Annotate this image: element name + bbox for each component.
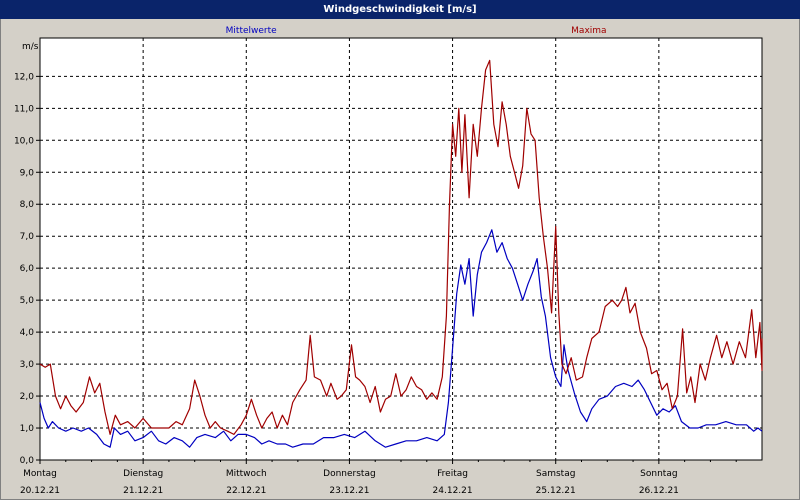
y-tick-label: 1,0	[20, 424, 35, 434]
x-tick-date: 26.12.21	[639, 486, 679, 496]
y-axis-ticks: 0,0 1,0 2,0 3,0 4,0 5,0 6,0 7,0 8,0 9,0 10,0 11,0 12…	[14, 72, 40, 466]
x-tick-day: Donnerstag	[323, 469, 376, 479]
x-tick-day: Montag	[23, 469, 57, 479]
y-tick-label: 2,0	[20, 392, 35, 402]
x-tick-day: Dienstag	[123, 469, 163, 479]
series-mittelwerte-line	[39, 229, 763, 448]
series-maxima-line	[39, 59, 763, 435]
plot-area	[39, 37, 763, 461]
chart-title: Windgeschwindigkeit [m/s]	[0, 0, 800, 19]
x-tick-date: 20.12.21	[20, 486, 60, 496]
y-tick-label: 0,0	[20, 456, 35, 466]
x-axis-ticks: Montag 20.12.21 Dienstag 21.12.21 Mittwoch 22…	[20, 460, 737, 496]
x-tick-date: 22.12.21	[226, 486, 266, 496]
y-tick-label: 6,0	[20, 264, 35, 274]
y-tick-label: 7,0	[20, 232, 35, 242]
legend-maxima: Maxima	[571, 26, 606, 36]
y-tick-label: 4,0	[20, 328, 35, 338]
x-tick-date: 23.12.21	[329, 486, 369, 496]
x-tick-day: Mittwoch	[226, 469, 267, 479]
x-tick-day: Samstag	[536, 469, 575, 479]
x-tick-date: 21.12.21	[123, 486, 163, 496]
x-tick-day: Sonntag	[640, 469, 677, 479]
y-axis-label: m/s	[22, 42, 39, 52]
y-tick-label: 5,0	[20, 296, 35, 306]
y-tick-label: 12,0	[14, 72, 34, 82]
y-tick-label: 8,0	[20, 200, 35, 210]
y-tick-label: 3,0	[20, 360, 35, 370]
y-tick-label: 10,0	[14, 136, 34, 146]
x-tick-date: 25.12.21	[536, 486, 576, 496]
y-tick-label: 9,0	[20, 168, 35, 178]
series-lines	[39, 59, 763, 448]
grid-lines	[40, 38, 762, 460]
legend-mittelwerte: Mittelwerte	[226, 26, 277, 36]
x-tick-date: 24.12.21	[433, 486, 473, 496]
y-tick-label: 11,0	[14, 104, 34, 114]
x-tick-day: Freitag	[437, 469, 468, 479]
